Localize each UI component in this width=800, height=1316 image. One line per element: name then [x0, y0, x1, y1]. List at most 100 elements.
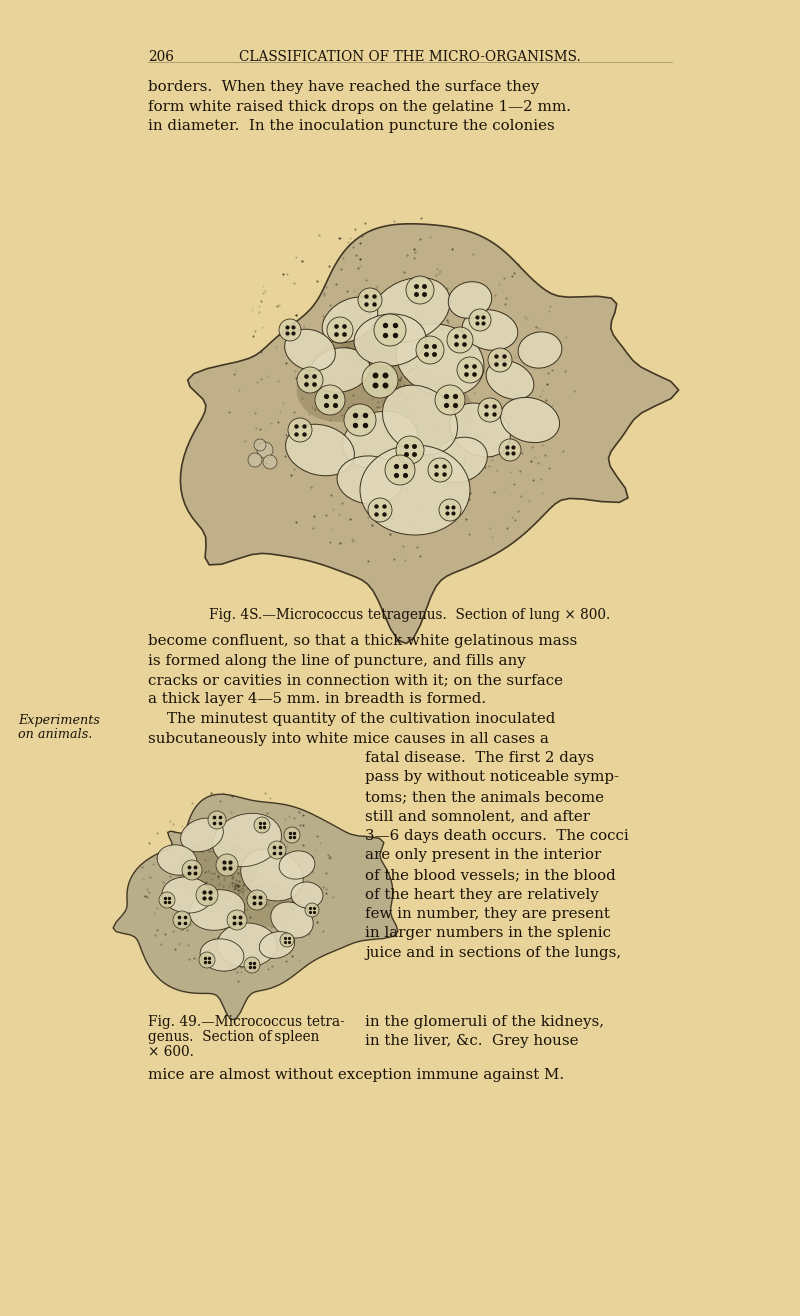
- Ellipse shape: [177, 840, 257, 900]
- Circle shape: [315, 386, 345, 415]
- Text: pass by without noticeable symp-: pass by without noticeable symp-: [365, 770, 619, 784]
- Circle shape: [216, 854, 238, 876]
- Text: mice are almost without exception immune against M.: mice are almost without exception immune…: [148, 1069, 564, 1083]
- Ellipse shape: [360, 445, 470, 536]
- Ellipse shape: [181, 819, 223, 851]
- Ellipse shape: [213, 813, 282, 867]
- Circle shape: [439, 499, 461, 521]
- Ellipse shape: [285, 329, 335, 371]
- Circle shape: [257, 442, 273, 458]
- Circle shape: [279, 318, 301, 341]
- Polygon shape: [180, 224, 678, 644]
- Ellipse shape: [310, 347, 370, 392]
- Text: juice and in sections of the lungs,: juice and in sections of the lungs,: [365, 946, 621, 959]
- Ellipse shape: [297, 338, 403, 422]
- Circle shape: [416, 336, 444, 365]
- Ellipse shape: [518, 332, 562, 368]
- Circle shape: [499, 440, 521, 461]
- Text: become confluent, so that a thick white gelatinous mass: become confluent, so that a thick white …: [148, 634, 578, 647]
- Text: a thick layer 4—5 mm. in breadth is formed.: a thick layer 4—5 mm. in breadth is form…: [148, 692, 486, 707]
- Ellipse shape: [386, 374, 474, 446]
- Text: The minutest quantity of the cultivation inoculated: The minutest quantity of the cultivation…: [148, 712, 555, 726]
- Circle shape: [244, 957, 260, 973]
- Circle shape: [358, 288, 382, 312]
- Circle shape: [196, 884, 218, 905]
- Text: is formed along the line of puncture, and fills any: is formed along the line of puncture, an…: [148, 654, 526, 667]
- Circle shape: [263, 455, 277, 468]
- Circle shape: [368, 497, 392, 522]
- Ellipse shape: [286, 424, 354, 476]
- Circle shape: [182, 859, 202, 880]
- Circle shape: [280, 933, 294, 948]
- Ellipse shape: [340, 309, 420, 370]
- Circle shape: [478, 397, 502, 422]
- Text: are only present in the interior: are only present in the interior: [365, 849, 602, 862]
- Text: in the liver, &c.  Grey house: in the liver, &c. Grey house: [365, 1034, 578, 1049]
- Text: subcutaneously into white mice causes in all cases a: subcutaneously into white mice causes in…: [148, 732, 549, 745]
- Text: in diameter.  In the inoculation puncture the colonies: in diameter. In the inoculation puncture…: [148, 118, 554, 133]
- Ellipse shape: [342, 411, 418, 468]
- Text: 3—6 days death occurs.  The cocci: 3—6 days death occurs. The cocci: [365, 829, 629, 844]
- Ellipse shape: [162, 876, 212, 913]
- Circle shape: [288, 418, 312, 442]
- Text: cracks or cavities in connection with it; on the surface: cracks or cavities in connection with it…: [148, 672, 563, 687]
- Circle shape: [428, 458, 452, 482]
- Circle shape: [254, 440, 266, 451]
- Circle shape: [297, 367, 323, 393]
- Circle shape: [199, 951, 215, 969]
- Ellipse shape: [200, 938, 244, 971]
- Ellipse shape: [354, 315, 426, 366]
- Ellipse shape: [322, 297, 378, 343]
- Circle shape: [469, 309, 491, 332]
- Circle shape: [435, 386, 465, 415]
- Text: CLASSIFICATION OF THE MICRO-ORGANISMS.: CLASSIFICATION OF THE MICRO-ORGANISMS.: [239, 50, 581, 64]
- Text: Fig. 4S.—Micrococcus tetragenus.  Section of lung × 800.: Fig. 4S.—Micrococcus tetragenus. Section…: [210, 608, 610, 622]
- Text: in the glomeruli of the kidneys,: in the glomeruli of the kidneys,: [365, 1015, 604, 1029]
- Circle shape: [488, 347, 512, 372]
- Circle shape: [396, 436, 424, 465]
- Ellipse shape: [190, 890, 245, 930]
- Text: × 600.: × 600.: [148, 1045, 194, 1059]
- Ellipse shape: [462, 309, 518, 350]
- Circle shape: [247, 890, 267, 909]
- Circle shape: [173, 911, 191, 929]
- Circle shape: [227, 909, 247, 930]
- Ellipse shape: [370, 278, 450, 342]
- Ellipse shape: [291, 882, 323, 908]
- Circle shape: [284, 826, 300, 844]
- Ellipse shape: [448, 282, 492, 318]
- Text: of the heart they are relatively: of the heart they are relatively: [365, 887, 598, 901]
- Ellipse shape: [382, 386, 458, 455]
- Circle shape: [362, 362, 398, 397]
- Ellipse shape: [450, 403, 510, 457]
- Text: still and somnolent, and after: still and somnolent, and after: [365, 809, 590, 824]
- Ellipse shape: [157, 845, 197, 875]
- Text: fatal disease.  The first 2 days: fatal disease. The first 2 days: [365, 751, 594, 765]
- Ellipse shape: [237, 883, 297, 926]
- Ellipse shape: [396, 324, 484, 396]
- Text: few in number, they are present: few in number, they are present: [365, 907, 610, 921]
- Ellipse shape: [486, 361, 534, 400]
- Ellipse shape: [501, 397, 559, 442]
- Text: Fig. 49.—Micrococcus tetra-: Fig. 49.—Micrococcus tetra-: [148, 1015, 345, 1029]
- Ellipse shape: [279, 851, 315, 879]
- Circle shape: [385, 455, 415, 486]
- Circle shape: [457, 357, 483, 383]
- Text: 206: 206: [148, 50, 174, 64]
- Circle shape: [327, 317, 353, 343]
- Text: Experiments: Experiments: [18, 715, 100, 726]
- Text: borders.  When they have reached the surface they: borders. When they have reached the surf…: [148, 80, 539, 93]
- Text: in larger numbers in the splenic: in larger numbers in the splenic: [365, 926, 611, 941]
- Circle shape: [208, 811, 226, 829]
- Ellipse shape: [241, 849, 303, 901]
- Circle shape: [305, 903, 319, 917]
- Ellipse shape: [217, 923, 277, 967]
- Ellipse shape: [433, 437, 487, 483]
- Polygon shape: [113, 794, 398, 1020]
- Text: of the blood vessels; in the blood: of the blood vessels; in the blood: [365, 869, 616, 882]
- Circle shape: [406, 276, 434, 304]
- Circle shape: [344, 404, 376, 436]
- Circle shape: [447, 326, 473, 353]
- Text: toms; then the animals become: toms; then the animals become: [365, 790, 604, 804]
- Text: on animals.: on animals.: [18, 728, 92, 741]
